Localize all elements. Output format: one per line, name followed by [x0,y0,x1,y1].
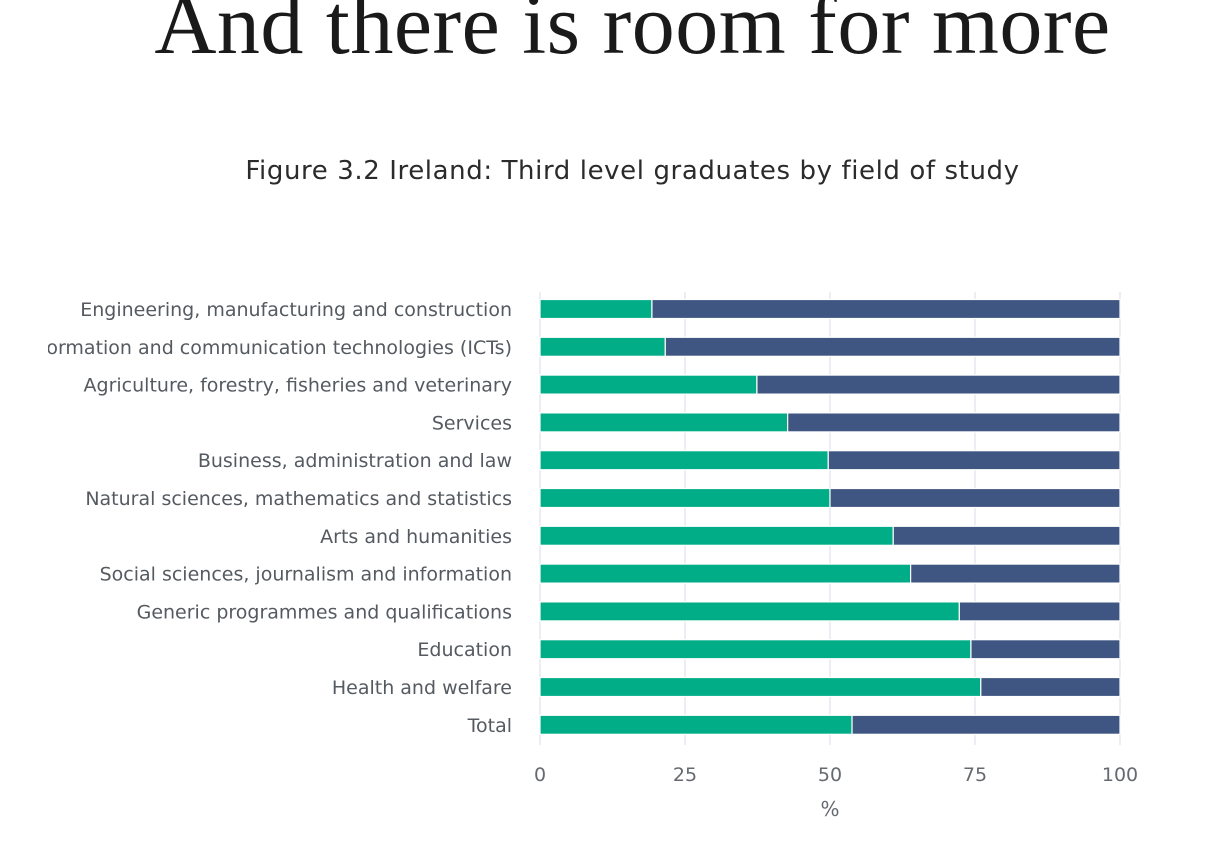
grid-lines [539,292,1121,745]
category-label: Health and welfare [332,677,512,699]
bar-segment-series-1 [539,563,912,584]
x-tick-label: 0 [534,764,546,786]
category-label: Services [432,412,512,434]
bar-segment-series-1 [539,714,853,735]
x-tick-label: 100 [1102,764,1138,786]
x-tick-label: 75 [963,764,987,786]
category-label: Education [417,639,512,661]
bar-segment-series-1 [539,525,894,546]
category-label: Total [467,715,512,737]
category-label: Arts and humanities [320,526,512,548]
bar-segment-series-2 [829,487,1121,509]
bar-segment-series-2 [756,374,1121,395]
bar-segment-series-1 [539,487,831,509]
slide-title: And there is room for more [154,0,1111,72]
bar-segment-series-2 [851,714,1121,735]
bar-segment-series-1 [539,412,789,433]
chart-title: Figure 3.2 Ireland: Third level graduate… [245,156,1020,186]
bar-segment-series-2 [892,525,1121,546]
x-tick-label: 50 [818,764,842,786]
bar-segment-series-2 [910,563,1121,584]
bar-segment-series-2 [980,676,1121,698]
bar-segment-series-1 [539,298,653,320]
bar-segment-series-2 [827,450,1121,471]
x-axis-title: % [820,797,839,821]
category-label: Agriculture, forestry, fisheries and vet… [84,375,512,397]
category-label: Information and communication technologi… [22,337,512,359]
category-label: Natural sciences, mathematics and statis… [85,488,512,510]
x-tick-label: 25 [673,764,697,786]
category-label: Generic programmes and qualifications [137,601,512,623]
bar-segment-series-1 [539,676,982,698]
bar-segment-series-2 [958,601,1121,622]
bar-segment-series-2 [787,412,1121,433]
category-label: Business, administration and law [198,450,512,472]
category-label: Engineering, manufacturing and construct… [80,299,512,321]
bar-segment-series-1 [539,374,758,395]
bars [539,298,1121,735]
bar-segment-series-2 [970,639,1121,660]
category-labels: Engineering, manufacturing and construct… [22,299,512,737]
bar-segment-series-2 [651,298,1121,320]
bar-segment-series-1 [539,450,829,471]
bar-segment-series-1 [539,639,972,660]
category-label: Social sciences, journalism and informat… [100,564,512,586]
bar-segment-series-1 [539,336,666,357]
bar-segment-series-1 [539,601,960,622]
x-tick-labels: 0 25 50 75 100 [534,764,1138,786]
bar-segment-series-2 [664,336,1121,357]
